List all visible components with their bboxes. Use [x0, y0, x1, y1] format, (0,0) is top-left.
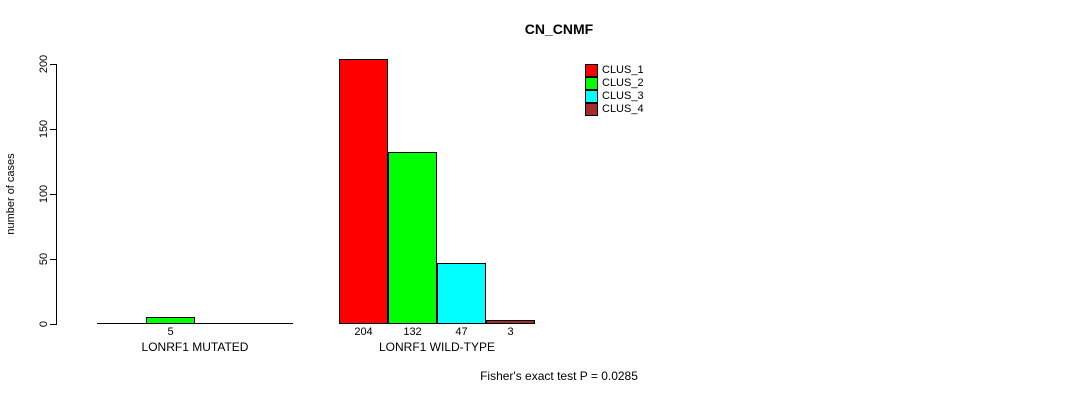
y-tick-mark — [50, 324, 57, 325]
chart-title: CN_CNMF — [524, 21, 594, 37]
bar-value-label: 5 — [167, 326, 174, 338]
y-tick-mark — [50, 259, 57, 260]
legend-label: CLUS_4 — [602, 103, 644, 115]
bar-value-label: 3 — [507, 326, 514, 338]
bar-segment — [486, 320, 535, 324]
y-tick-label: 200 — [38, 54, 50, 74]
annotation: Fisher's exact test P = 0.0285 — [480, 369, 638, 383]
bar-segment — [146, 317, 195, 324]
y-tick-label: 0 — [38, 320, 50, 328]
zero-bar-baseline — [195, 323, 244, 324]
y-tick-mark — [50, 129, 57, 130]
legend-item: CLUS_4 — [585, 103, 644, 116]
y-tick-label: 150 — [38, 119, 50, 139]
bar-segment — [339, 59, 388, 324]
legend-label: CLUS_3 — [602, 90, 644, 102]
zero-bar-baseline — [97, 323, 146, 324]
legend-item: CLUS_1 — [585, 64, 644, 77]
legend: CLUS_1 CLUS_2 CLUS_3 CLUS_4 — [585, 64, 644, 116]
legend-color-swatch-icon — [585, 64, 598, 77]
x-group-label: LONRF1 WILD-TYPE — [378, 340, 496, 354]
legend-color-swatch-icon — [585, 90, 598, 103]
bar-segment — [388, 152, 437, 324]
y-tick-label: 100 — [38, 184, 50, 204]
bar-segment — [437, 263, 486, 324]
bar-value-label: 204 — [354, 326, 373, 338]
legend-color-swatch-icon — [585, 77, 598, 90]
y-tick-label: 50 — [38, 252, 50, 266]
legend-item: CLUS_2 — [585, 77, 644, 90]
y-tick-mark — [50, 194, 57, 195]
legend-item: CLUS_3 — [585, 90, 644, 103]
x-group-label: LONRF1 MUTATED — [141, 340, 249, 354]
bar-value-label: 132 — [403, 326, 422, 338]
legend-label: CLUS_2 — [602, 77, 644, 89]
zero-bar-baseline — [244, 323, 293, 324]
legend-color-swatch-icon — [585, 103, 598, 116]
legend-label: CLUS_1 — [602, 64, 644, 76]
y-tick-mark — [50, 64, 57, 65]
y-axis-title: number of cases — [5, 153, 17, 235]
bar-value-label: 47 — [455, 326, 468, 338]
